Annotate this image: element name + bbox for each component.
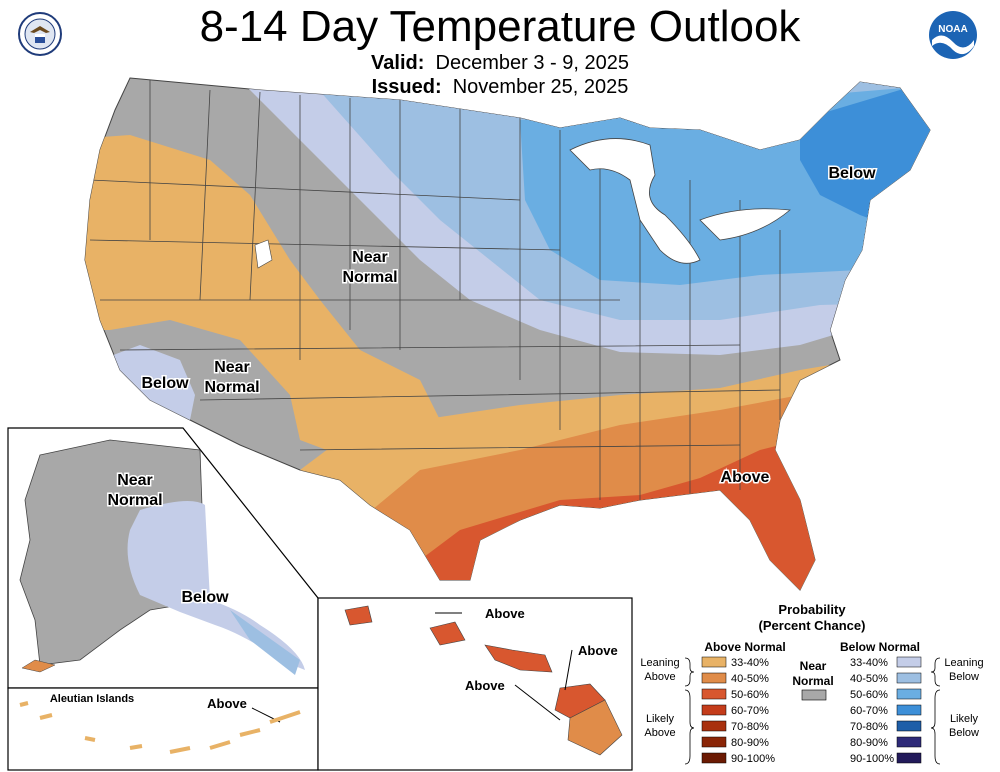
alaska-near-normal [19, 439, 206, 666]
legend-likely-above-1: Likely [646, 713, 675, 725]
legend-likely-below-1: Likely [950, 713, 979, 725]
legend-near-swatch [801, 689, 827, 701]
label-aleutian-above: Above [207, 696, 247, 711]
legend-below-label-3: 60-70% [850, 705, 888, 717]
legend-above-swatch-1 [701, 672, 727, 684]
maui-county [484, 644, 553, 673]
legend-title-1: Probability [778, 602, 846, 617]
legend-below-swatch-6 [896, 752, 922, 764]
legend-above-label-6: 90-100% [731, 753, 775, 765]
label-southwest-normal: Normal [204, 379, 259, 396]
commerce-seal-icon [18, 12, 62, 56]
label-socal-below: Below [141, 375, 189, 392]
legend-above-label-5: 80-90% [731, 737, 769, 749]
legend-below-swatch-1 [896, 672, 922, 684]
legend-above-label-0: 33-40% [731, 657, 769, 669]
legend-below-swatch-0 [896, 656, 922, 668]
valid-value: December 3 - 9, 2025 [435, 52, 629, 74]
legend-above-swatch-3 [701, 704, 727, 716]
legend-below-swatch-2 [896, 688, 922, 700]
alaska-below [127, 501, 306, 670]
state-boundaries [89, 80, 781, 500]
label-rockies-normal: Normal [342, 269, 397, 286]
legend-above-label-1: 40-50% [731, 673, 769, 685]
aleutian-islands [19, 701, 301, 754]
below-50-60-band [520, 80, 930, 285]
legend-below-label-6: 90-100% [850, 753, 894, 765]
hawaii-inset: Above Above Above [317, 597, 633, 771]
alaska-inset: Near Normal Below [7, 427, 319, 689]
legend-below-label-0: 33-40% [850, 657, 888, 669]
legend-above-swatch-4 [701, 720, 727, 732]
legend-below-bins: 33-40% 40-50% 50-60% 60-70% 70-80% 80-90% 90-1… [850, 656, 922, 765]
oahu [429, 621, 466, 646]
noaa-logo-icon: NOAA [929, 11, 977, 59]
legend-below-label-5: 80-90% [850, 737, 888, 749]
legend-leaning-below-1: Leaning [944, 657, 983, 669]
legend-above-swatch-0 [701, 656, 727, 668]
legend-below-swatch-4 [896, 720, 922, 732]
aleutian-inset: Aleutian Islands Above [7, 687, 319, 771]
issued-date: Issued: November 25, 2025 [0, 76, 1000, 99]
legend-leaning-above-2: Above [644, 671, 675, 683]
label-hawaii-above-1: Above [485, 606, 525, 621]
label-northeast-below: Below [828, 165, 876, 182]
legend-below-label-1: 40-50% [850, 673, 888, 685]
label-hawaii-above-3: Above [465, 678, 505, 693]
legend-leaning-below-2: Below [949, 671, 979, 683]
legend-above-bins: 33-40% 40-50% 50-60% 60-70% 70-80% 80-90% 90-1… [701, 656, 775, 765]
legend-leaning-above-1: Leaning [640, 657, 679, 669]
legend-above-label-4: 70-80% [731, 721, 769, 733]
legend-above-swatch-6 [701, 752, 727, 764]
legend-below-swatch-5 [896, 736, 922, 748]
big-island-south [567, 699, 623, 756]
legend-below-label-2: 50-60% [850, 689, 888, 701]
valid-label: Valid: [371, 52, 425, 74]
legend-below-header: Below Normal [840, 640, 920, 654]
legend-likely-above-2: Above [644, 727, 675, 739]
label-alaska-near: Near [117, 472, 153, 489]
legend-above-header: Above Normal [704, 640, 785, 654]
legend-likely-below-2: Below [949, 727, 979, 739]
label-southeast-above: Above [721, 469, 770, 486]
legend-above-swatch-5 [701, 736, 727, 748]
issued-value: November 25, 2025 [452, 76, 629, 98]
label-southwest-near: Near [214, 359, 250, 376]
legend-above-swatch-2 [701, 688, 727, 700]
legend-below-swatch-3 [896, 704, 922, 716]
page-title: 8-14 Day Temperature Outlook [199, 2, 801, 51]
valid-dates: Valid: December 3 - 9, 2025 [0, 52, 1000, 75]
legend-above-label-2: 50-60% [731, 689, 769, 701]
legend-below-label-4: 70-80% [850, 721, 888, 733]
legend-near-2: Normal [792, 674, 833, 688]
label-aleutian-title: Aleutian Islands [50, 693, 134, 705]
legend-above-label-3: 60-70% [731, 705, 769, 717]
great-salt-lake [254, 239, 273, 269]
legend-title-2: (Percent Chance) [759, 618, 866, 633]
issued-label: Issued: [371, 76, 442, 98]
label-rockies-near: Near [352, 249, 388, 266]
label-hawaii-above-2: Above [578, 643, 618, 658]
great-lakes [569, 138, 791, 264]
below-60-70-band [800, 78, 930, 250]
noaa-logo-text: NOAA [938, 24, 967, 35]
kauai [344, 605, 373, 626]
label-alaska-normal: Normal [107, 492, 162, 509]
legend-near-1: Near [800, 659, 827, 673]
label-alaska-below: Below [181, 589, 229, 606]
legend: Probability (Percent Chance) Above Norma… [640, 602, 983, 765]
